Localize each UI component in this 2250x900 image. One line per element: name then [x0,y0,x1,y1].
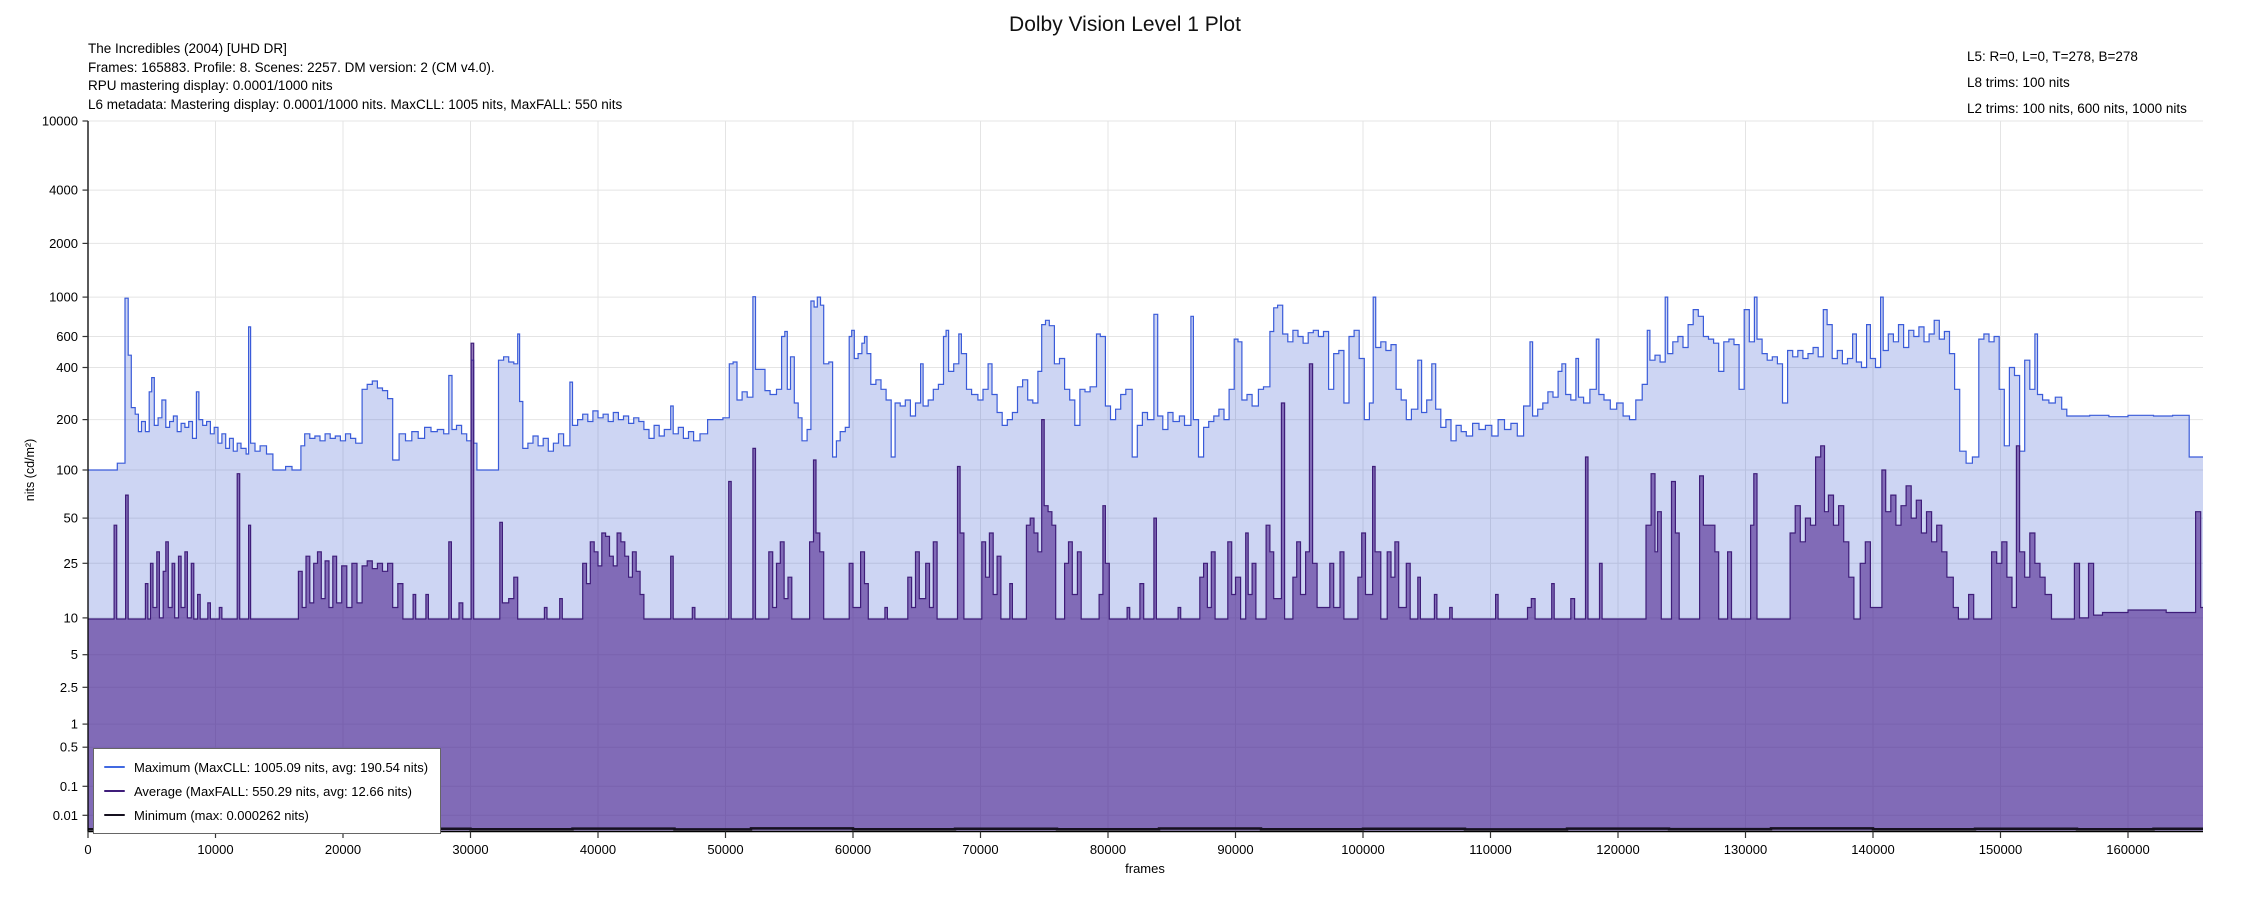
legend-label-maximum: Maximum (MaxCLL: 1005.09 nits, avg: 190.… [134,759,429,775]
y-tick-label: 2000 [49,236,78,251]
maximum-line [88,296,2203,471]
y-tick-label: 10 [64,610,78,625]
rpu-mastering-line: RPU mastering display: 0.0001/1000 nits [88,78,333,93]
x-tick-label: 150000 [1979,842,2022,857]
y-tick-label: 10000 [42,114,78,129]
y-tick-label: 0.5 [60,740,78,755]
y-tick-label: 1000 [49,290,78,305]
l5-offsets-line: L5: R=0, L=0, T=278, B=278 [1967,49,2138,64]
legend-item-average: Average (MaxFALL: 550.29 nits, avg: 12.6… [104,779,428,803]
x-tick-label: 70000 [962,842,998,857]
l2-trims-line: L2 trims: 100 nits, 600 nits, 1000 nits [1967,101,2187,116]
x-tick-label: 20000 [325,842,361,857]
content-title-line: The Incredibles (2004) [UHD DR] [88,41,287,56]
x-tick-label: 30000 [452,842,488,857]
legend-label-average: Average (MaxFALL: 550.29 nits, avg: 12.6… [134,783,412,799]
x-tick-label: 130000 [1724,842,1767,857]
y-tick-label: 400 [56,360,78,375]
y-tick-label: 50 [64,511,78,526]
x-tick-label: 0 [84,842,91,857]
x-tick-label: 160000 [2106,842,2149,857]
x-tick-label: 90000 [1217,842,1253,857]
y-tick-label: 100 [56,463,78,478]
average-area [88,343,2203,831]
y-tick-label: 2.5 [60,680,78,695]
y-tick-label: 0.01 [53,808,78,823]
x-tick-label: 40000 [580,842,616,857]
y-tick-label: 4000 [49,183,78,198]
metadata-block-right: L5: R=0, L=0, T=278, B=278 L8 trims: 100… [1967,44,2187,122]
maximum-line-swatch [104,765,125,769]
metadata-block-left: The Incredibles (2004) [UHD DR] Frames: … [88,40,622,114]
x-tick-label: 110000 [1469,842,1511,857]
y-tick-label: 25 [64,556,78,571]
x-axis-title: frames [1125,861,1165,876]
y-tick-label: 200 [56,412,78,427]
page-title: Dolby Vision Level 1 Plot [1009,13,1241,36]
y-axis-title: nits (cd/m²) [23,438,37,502]
x-tick-label: 80000 [1090,842,1126,857]
y-tick-label: 5 [71,647,78,662]
y-tick-label: 600 [56,329,78,344]
x-tick-label: 10000 [197,842,233,857]
l6-metadata-line: L6 metadata: Mastering display: 0.0001/1… [88,96,623,112]
x-tick-label: 140000 [1851,842,1894,857]
x-tick-label: 120000 [1596,842,1639,857]
x-tick-label: 60000 [835,842,871,857]
y-tick-label: 0.1 [60,779,78,794]
frames-profile-line: Frames: 165883. Profile: 8. Scenes: 2257… [88,59,495,75]
legend-label-minimum: Minimum (max: 0.000262 nits) [134,807,309,823]
y-tick-label: 1 [71,717,78,732]
minimum-line-swatch [104,813,125,817]
legend-item-minimum: Minimum (max: 0.000262 nits) [104,803,428,827]
average-line-swatch [104,789,125,793]
x-tick-label: 100000 [1341,842,1384,857]
legend: Maximum (MaxCLL: 1005.09 nits, avg: 190.… [93,748,442,834]
average-line [88,342,2203,620]
x-tick-label: 50000 [707,842,743,857]
minimum-line [88,827,2203,831]
legend-item-maximum: Maximum (MaxCLL: 1005.09 nits, avg: 190.… [104,755,428,779]
l8-trims-line: L8 trims: 100 nits [1967,75,2070,90]
